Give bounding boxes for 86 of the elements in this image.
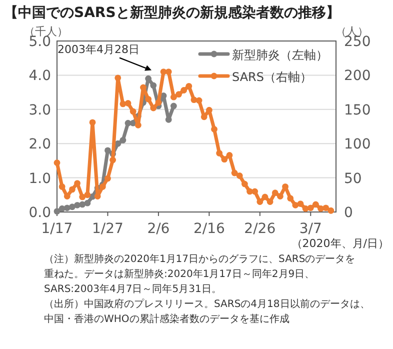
point xyxy=(104,147,111,154)
x-tick-label: 1/17 xyxy=(41,221,73,237)
point xyxy=(104,175,111,182)
point xyxy=(165,68,172,75)
x-tick-label: 2/26 xyxy=(244,221,276,237)
x-axis-title: （2020年、月/日） xyxy=(291,237,389,250)
point xyxy=(120,136,126,144)
x-tick-label: 2/6 xyxy=(147,221,170,237)
y-tick-label: 5.0 xyxy=(28,34,51,50)
point xyxy=(226,152,233,158)
point xyxy=(231,170,238,176)
text: 重ねた。データは新型肺炎:2020年1月17日～同年2月9日、 xyxy=(44,268,315,280)
point xyxy=(155,99,162,106)
x-tick-label: 1/27 xyxy=(92,221,124,237)
point xyxy=(312,201,319,208)
point xyxy=(114,140,122,147)
legend-label: 新型肺炎（左軸） xyxy=(232,48,328,62)
point xyxy=(318,205,324,212)
y-tick-label: 1.0 xyxy=(28,170,51,187)
x-tick-label: 3/7 xyxy=(299,221,322,237)
point xyxy=(256,198,264,205)
point xyxy=(272,190,278,196)
point xyxy=(124,100,132,106)
y2-tick-label: 50 xyxy=(344,170,362,187)
point xyxy=(252,188,258,195)
point xyxy=(287,195,294,202)
point xyxy=(69,204,76,210)
point xyxy=(206,106,212,114)
point xyxy=(307,204,314,212)
point xyxy=(277,193,284,200)
point xyxy=(79,201,86,208)
point xyxy=(84,192,91,198)
point xyxy=(89,119,96,126)
point xyxy=(79,194,86,200)
point xyxy=(216,150,223,156)
point xyxy=(74,202,80,208)
y2-tick-label: 200 xyxy=(344,68,371,84)
point xyxy=(236,172,243,179)
point xyxy=(69,186,76,193)
point xyxy=(176,91,182,98)
y2-tick-label: 0 xyxy=(344,205,353,221)
point xyxy=(292,202,299,208)
point xyxy=(58,183,66,190)
point xyxy=(160,68,167,75)
point xyxy=(211,126,218,132)
legend-label: SARS（右軸） xyxy=(232,70,312,84)
point xyxy=(150,82,157,89)
y2-tick-label: 100 xyxy=(344,136,371,153)
point xyxy=(180,87,188,94)
point xyxy=(150,104,157,112)
point xyxy=(94,193,101,200)
text: （注）新型肺炎の2020年1月17日からのグラフに、SARSのデータを xyxy=(44,253,356,265)
y-tick-label: 3.0 xyxy=(28,102,51,118)
x-tick-label: 2/16 xyxy=(193,221,225,237)
y-tick-label: 4.0 xyxy=(28,68,51,84)
annotation: 2003年4月28日 xyxy=(58,42,140,56)
point xyxy=(200,114,208,120)
point xyxy=(241,180,248,188)
point xyxy=(54,208,60,215)
point xyxy=(134,122,142,128)
point xyxy=(170,102,177,110)
text: SARS:2003年4月7日～同年5月31日。 xyxy=(44,283,222,295)
point xyxy=(196,97,202,104)
point xyxy=(145,75,152,82)
point xyxy=(221,156,228,163)
point xyxy=(266,198,274,205)
point xyxy=(322,204,330,212)
y2-tick-label: 150 xyxy=(344,102,371,118)
point xyxy=(130,108,136,115)
point xyxy=(297,200,304,207)
point xyxy=(170,94,177,100)
y-tick-label: 0.0 xyxy=(28,205,51,221)
point xyxy=(54,160,60,166)
point xyxy=(145,96,152,102)
point xyxy=(328,207,334,214)
y-tick-label: 2.0 xyxy=(28,136,51,153)
chart-title: 【中国でのSARSと新型肺炎の新規感染者数の推移】 xyxy=(4,4,340,21)
point xyxy=(140,84,146,91)
y2-tick-label: 250 xyxy=(344,34,371,50)
text: （出所）中国政府のプレスリリース。SARSの4月18日以前のデータは、 xyxy=(44,298,370,310)
point xyxy=(262,194,268,200)
text: 中国・香港のWHOの累計感染者数のデータを基に作成 xyxy=(44,313,290,325)
point xyxy=(114,74,122,82)
point xyxy=(110,156,116,164)
point xyxy=(165,116,172,123)
point xyxy=(84,200,91,206)
